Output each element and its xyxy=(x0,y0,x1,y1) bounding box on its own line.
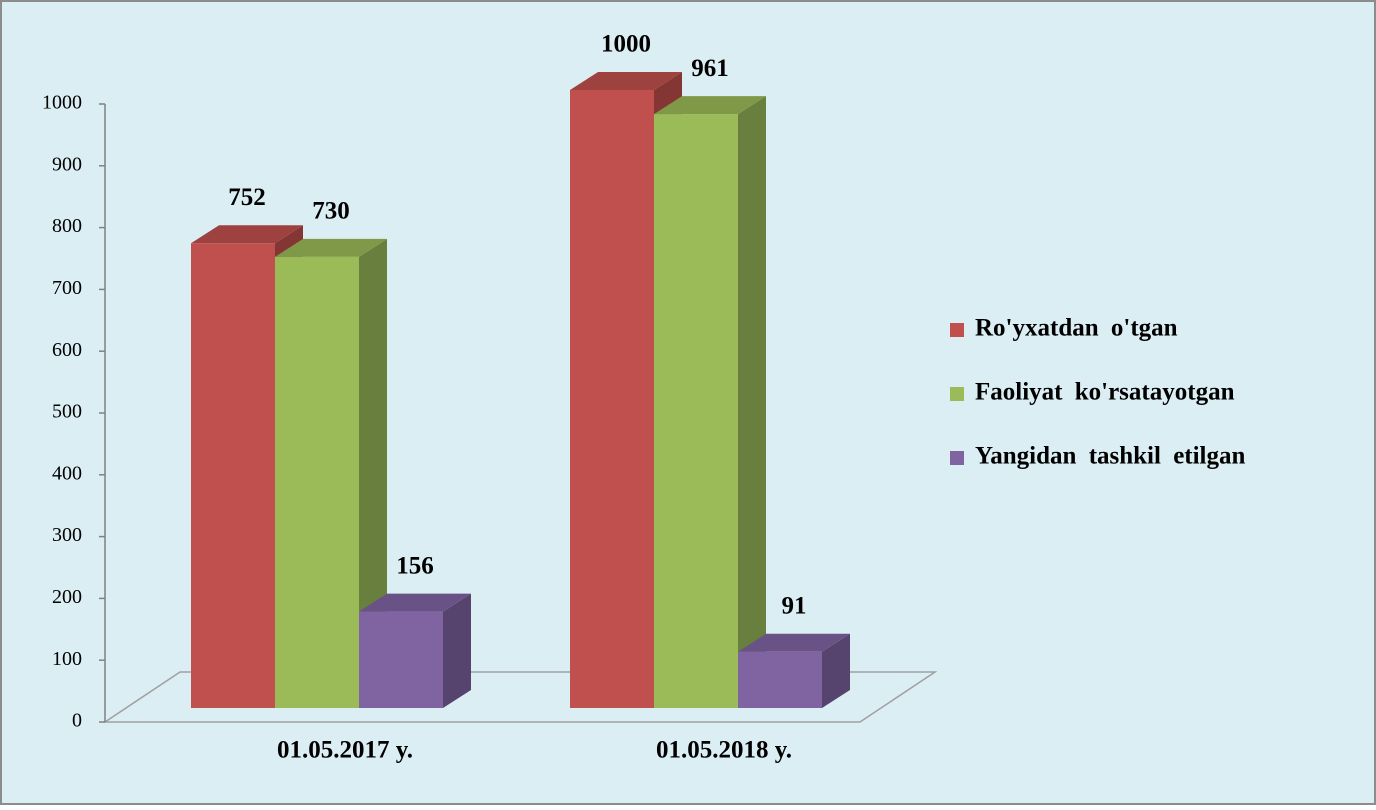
bar xyxy=(275,256,359,708)
y-tick-label: 900 xyxy=(52,153,82,175)
x-tick-label: 01.05.2018 y. xyxy=(656,737,792,764)
bar-side xyxy=(822,633,850,708)
value-label: 961 xyxy=(691,55,729,82)
legend-label: Yangidan tashkil etilgan xyxy=(975,443,1246,470)
bar-top xyxy=(275,238,387,257)
y-tick-label: 300 xyxy=(52,524,82,546)
bar xyxy=(191,243,275,708)
legend-swatch xyxy=(950,387,964,401)
y-tick-label: 700 xyxy=(52,277,82,299)
bar-side xyxy=(359,238,387,709)
legend-swatch xyxy=(950,451,964,465)
value-label: 730 xyxy=(312,198,350,225)
value-label: 1000 xyxy=(601,31,651,58)
bar-side xyxy=(443,593,471,708)
bar-top xyxy=(738,633,850,652)
floor xyxy=(102,671,938,723)
bar xyxy=(654,114,738,709)
y-tick-label: 800 xyxy=(52,215,82,237)
y-tick-label: 100 xyxy=(52,648,82,670)
bar xyxy=(359,611,443,708)
bar-top xyxy=(191,225,303,244)
bar-top xyxy=(654,96,766,115)
legend-label: Ro'yxatdan o'tgan xyxy=(975,315,1178,342)
x-tick-label: 01.05.2017 y. xyxy=(277,737,413,764)
bar-top xyxy=(570,72,682,90)
bar-top xyxy=(359,593,471,612)
y-tick-label: 1000 xyxy=(42,92,82,114)
bar xyxy=(570,90,654,708)
y-tick-label: 200 xyxy=(52,586,82,608)
y-tick-label: 600 xyxy=(52,339,82,361)
legend-label: Faoliyat ko'rsatayotgan xyxy=(975,379,1235,406)
y-tick-label: 400 xyxy=(52,462,82,484)
bar-side xyxy=(738,96,766,709)
value-label: 752 xyxy=(228,184,266,211)
y-tick-label: 0 xyxy=(72,710,82,732)
value-label: 91 xyxy=(782,592,807,619)
legend-swatch xyxy=(950,323,964,337)
y-tick-label: 500 xyxy=(52,401,82,423)
value-label: 156 xyxy=(396,552,434,579)
bar xyxy=(738,651,822,708)
